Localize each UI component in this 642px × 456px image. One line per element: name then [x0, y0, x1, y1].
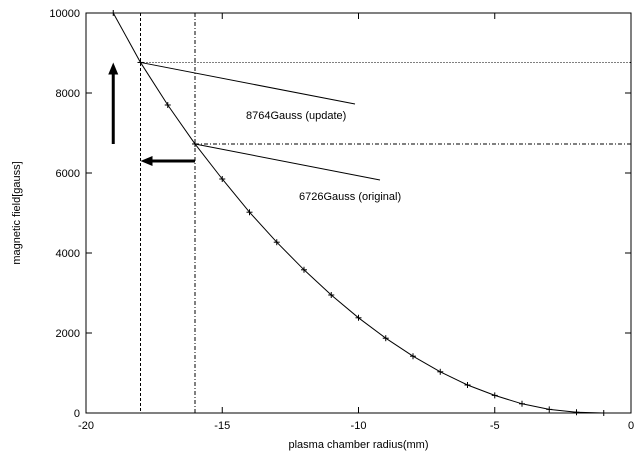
- data-point: [382, 335, 389, 342]
- annotation-leader: [194, 143, 381, 181]
- y-tick-label: 0: [74, 408, 80, 420]
- data-point: [328, 292, 335, 298]
- y-tick-label: 4000: [56, 248, 80, 260]
- axis-ticks: -20 -15 -10 -5 0 0 2000 4000 6000 8000 10000: [49, 8, 634, 432]
- x-tick-label: -20: [78, 420, 94, 432]
- x-axis-label: plasma chamber radius(mm): [289, 439, 429, 451]
- y-axis-label: magnetic field[gauss]: [11, 161, 23, 264]
- data-point: [273, 239, 280, 246]
- arrow-left-head: [140, 156, 153, 166]
- data-point: [355, 314, 362, 321]
- annotations: 8764Gauss (update) 6726Gauss (original): [140, 61, 401, 203]
- data-point: [410, 353, 416, 360]
- annotation-original: 6726Gauss (original): [299, 191, 401, 203]
- series-line: [112, 12, 604, 414]
- arrow-up-head: [108, 62, 119, 75]
- data-point: [110, 10, 117, 16]
- x-tick-label: -15: [214, 420, 230, 432]
- data-point: [301, 266, 307, 273]
- plot-frame: [85, 12, 632, 414]
- annotation-leader: [140, 61, 356, 105]
- data-point: [219, 176, 226, 182]
- y-tick-label: 6000: [56, 168, 80, 180]
- data-point: [437, 368, 444, 375]
- data-point: [519, 400, 525, 407]
- data-point: [246, 209, 253, 216]
- data-point: [464, 382, 471, 388]
- data-point: [491, 392, 498, 399]
- y-tick-label: 8000: [56, 88, 80, 100]
- x-tick-label: -5: [490, 420, 500, 432]
- x-tick-label: 0: [628, 420, 634, 432]
- arrows: [108, 62, 195, 166]
- x-tick-label: -10: [351, 420, 367, 432]
- reference-lines: [140, 13, 631, 413]
- y-tick-label: 2000: [56, 328, 80, 340]
- data-point: [164, 102, 171, 108]
- annotation-update: 8764Gauss (update): [246, 110, 346, 122]
- y-tick-label: 10000: [49, 8, 80, 20]
- data-point: [600, 410, 607, 416]
- data-point: [546, 406, 553, 413]
- data-point: [573, 409, 580, 416]
